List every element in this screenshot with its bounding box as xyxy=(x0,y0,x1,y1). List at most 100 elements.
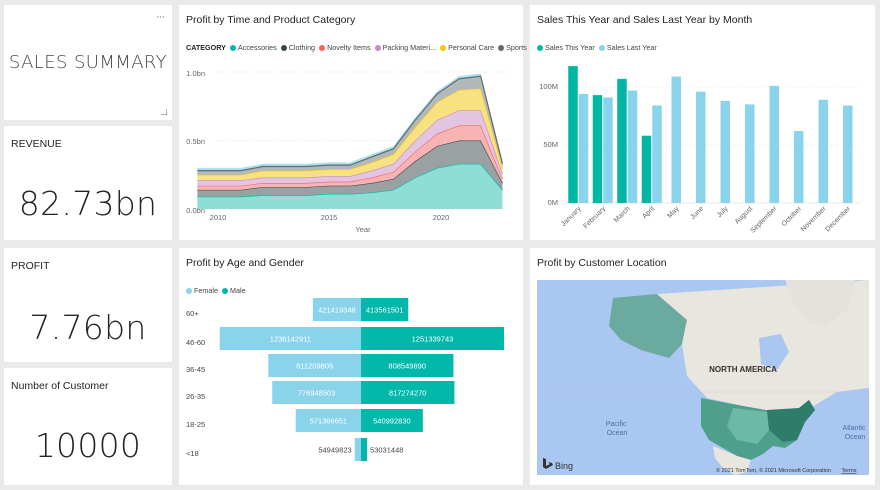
bar-last-year[interactable] xyxy=(818,99,829,203)
revenue-value: 82.73bn xyxy=(18,184,158,223)
alaska-region xyxy=(609,294,687,358)
bar-male[interactable] xyxy=(361,298,409,321)
bar-chart-title: Sales This Year and Sales Last Year by M… xyxy=(537,14,753,26)
bar-last-year[interactable] xyxy=(603,97,613,203)
area-chart-plot[interactable]: 0.0bn 0.5bn 1.0bn 2010 2015 2020 Year xyxy=(179,5,523,240)
bar-male[interactable] xyxy=(361,409,423,432)
legend-sports[interactable]: Sports xyxy=(498,43,527,52)
male-value-label: 808549890 xyxy=(388,362,426,371)
map-visual[interactable]: NORTH AMERICA Pacific Ocean Atlantic Oce… xyxy=(537,280,869,475)
bar-male[interactable] xyxy=(361,381,455,404)
customers-value: 10000 xyxy=(34,426,142,465)
bar-chart-card[interactable]: Sales This Year and Sales Last Year by M… xyxy=(530,5,875,240)
legend-label: Accessories xyxy=(237,43,277,52)
bar-this-year[interactable] xyxy=(568,66,578,203)
legend-packing-materials[interactable]: Packing Materi... xyxy=(374,43,437,52)
area-packing-materials[interactable] xyxy=(197,110,503,186)
area-chart-card[interactable]: Profit by Time and Product Category CATE… xyxy=(179,5,527,240)
legend-sales-this-year[interactable]: Sales This Year xyxy=(537,43,595,52)
legend-dot xyxy=(598,44,605,51)
area-sports-line xyxy=(197,75,504,172)
x-tick-label: December xyxy=(824,205,852,233)
age-group-label: 36-45 xyxy=(186,365,205,374)
bar-chart-legend: Sales This Year Sales Last Year xyxy=(537,43,661,52)
legend-dot xyxy=(229,44,236,51)
legend-personal-care[interactable]: Personal Care xyxy=(440,43,494,52)
bar-this-year[interactable] xyxy=(641,135,652,203)
legend-sales-last-year[interactable]: Sales Last Year xyxy=(598,43,657,52)
profit-label: PROFIT xyxy=(11,260,50,272)
bar-last-year[interactable] xyxy=(745,104,755,203)
bar-this-year[interactable] xyxy=(592,95,603,203)
legend-clothing[interactable]: Clothing xyxy=(280,43,315,52)
x-tick-label: 2015 xyxy=(321,213,338,222)
bar-last-year[interactable] xyxy=(720,100,731,203)
usa-central xyxy=(727,408,769,444)
legend-dot xyxy=(280,44,287,51)
legend-dot xyxy=(537,44,543,51)
pyramid-chart-plot[interactable]: 60+ 46-60 36-45 26-35 18-25 <18 42141934… xyxy=(179,248,523,485)
bar-female[interactable] xyxy=(295,409,361,432)
area-sports[interactable] xyxy=(197,76,503,175)
bar-female[interactable] xyxy=(272,381,361,404)
bar-last-year[interactable] xyxy=(652,105,662,203)
y-tick-label: 0.5bn xyxy=(186,137,205,146)
age-group-label: 46-60 xyxy=(186,338,205,347)
bar-male[interactable] xyxy=(361,327,505,350)
bar-last-year[interactable] xyxy=(794,131,804,203)
bar-female[interactable] xyxy=(219,327,361,350)
area-novelty-items[interactable] xyxy=(197,125,503,190)
summary-title: SALES SUMMARY xyxy=(8,52,168,73)
legend-female[interactable]: Female xyxy=(186,286,218,295)
revenue-label: REVENUE xyxy=(11,138,62,150)
area-accessories[interactable] xyxy=(197,163,503,209)
bar-last-year[interactable] xyxy=(843,105,853,203)
sales-summary-card: ··· SALES SUMMARY xyxy=(4,5,172,120)
bar-female[interactable] xyxy=(268,354,361,377)
profit-card: PROFIT 7.76bn xyxy=(4,248,172,362)
area-personal-care[interactable] xyxy=(197,88,503,181)
x-tick-label: May xyxy=(666,205,681,220)
pyramid-legend: Female Male xyxy=(186,286,250,295)
pyramid-chart-card[interactable]: Profit by Age and Gender Female Male 60+… xyxy=(179,248,523,485)
map-card[interactable]: Profit by Customer Location NORTH AMERIC… xyxy=(530,248,875,485)
legend-dot xyxy=(221,287,228,294)
x-tick-label: March xyxy=(613,205,632,224)
bar-last-year[interactable] xyxy=(769,85,780,203)
legend-novelty-items[interactable]: Novelty Items xyxy=(319,43,371,52)
bar-last-year[interactable] xyxy=(696,91,706,203)
bar-male[interactable] xyxy=(361,438,368,461)
age-group-label: 26-35 xyxy=(186,392,205,401)
bar-this-year[interactable] xyxy=(617,78,627,203)
legend-label: Packing Materi... xyxy=(382,43,437,52)
age-group-label: <18 xyxy=(186,449,199,458)
pyramid-chart-title: Profit by Age and Gender xyxy=(186,257,304,269)
atlantic-line: Atlantic xyxy=(843,425,866,432)
legend-accessories[interactable]: Accessories xyxy=(229,43,277,52)
more-options-icon[interactable]: ··· xyxy=(156,11,165,23)
customers-label: Number of Customer xyxy=(11,380,109,392)
bar-male[interactable] xyxy=(361,354,454,377)
bar-chart-plot[interactable]: 0M 50M 100M January February March April May… xyxy=(530,5,875,240)
legend-dot xyxy=(440,44,447,51)
bar-female[interactable] xyxy=(354,438,361,461)
resize-handle-icon[interactable] xyxy=(161,109,167,115)
bar-last-year[interactable] xyxy=(627,90,638,203)
map-terms-link[interactable]: Terms xyxy=(842,468,857,474)
legend-label: Sales Last Year xyxy=(606,43,657,52)
bar-last-year[interactable] xyxy=(671,76,682,203)
male-value-label: 540992830 xyxy=(373,417,411,426)
female-value-label: 811209805 xyxy=(296,362,333,371)
continent-label: NORTH AMERICA xyxy=(709,365,777,374)
legend-male[interactable]: Male xyxy=(221,286,246,295)
legend-dot xyxy=(186,287,192,294)
x-tick-label: October xyxy=(781,205,804,228)
bar-last-year[interactable] xyxy=(578,93,589,203)
bar-female[interactable] xyxy=(312,298,361,321)
area-clothing[interactable] xyxy=(197,140,503,197)
revenue-card: REVENUE 82.73bn xyxy=(4,126,172,240)
legend-label: Personal Care xyxy=(448,43,495,52)
x-axis-label: Year xyxy=(355,225,371,234)
x-tick-label: February xyxy=(582,205,607,230)
female-value-label: 54949823 xyxy=(318,446,351,455)
